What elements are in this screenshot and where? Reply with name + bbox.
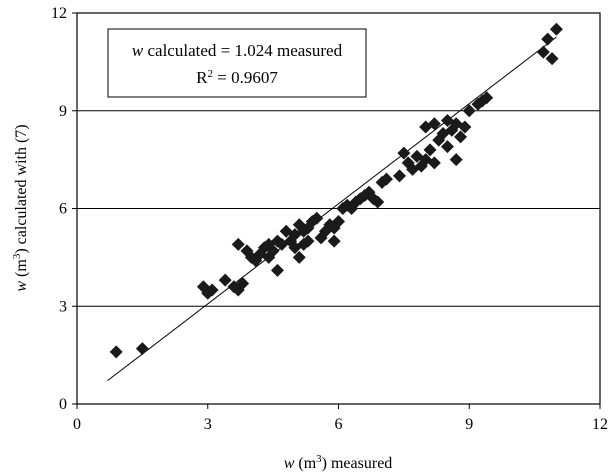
x-axis-title: w (m3) measured bbox=[284, 453, 393, 472]
equation-box: w calculated = 1.024 measured R2 = 0.960… bbox=[107, 28, 367, 98]
data-point bbox=[327, 234, 341, 248]
y-axis-title-var: w bbox=[13, 281, 30, 292]
data-point bbox=[397, 146, 411, 160]
y-axis-title-sup: 3 bbox=[11, 253, 23, 259]
data-point bbox=[423, 143, 437, 157]
equation-box-frame bbox=[107, 28, 367, 98]
data-point bbox=[393, 169, 407, 183]
data-point bbox=[109, 345, 123, 359]
data-point bbox=[288, 241, 302, 255]
trend-line bbox=[107, 36, 557, 382]
y-axis-title-open: (m bbox=[13, 259, 30, 281]
data-point bbox=[249, 254, 263, 268]
y-tick-label: 0 bbox=[59, 396, 67, 413]
data-point bbox=[462, 104, 476, 118]
x-axis-title-close: ) measured bbox=[322, 455, 393, 472]
data-point bbox=[262, 250, 276, 264]
data-point bbox=[440, 114, 454, 128]
r-squared-text: R2 = 0.9607 bbox=[196, 68, 278, 87]
y-tick-label: 6 bbox=[59, 201, 67, 218]
x-axis-title-var: w bbox=[284, 455, 295, 472]
data-point bbox=[231, 237, 245, 251]
data-point bbox=[379, 172, 393, 186]
data-point bbox=[327, 221, 341, 235]
x-tick-label: 12 bbox=[592, 416, 608, 433]
x-axis-ticks: 0 3 6 9 12 bbox=[73, 404, 608, 433]
data-point bbox=[218, 273, 232, 287]
x-tick-label: 6 bbox=[335, 416, 343, 433]
data-point bbox=[545, 52, 559, 66]
data-point bbox=[454, 130, 468, 144]
equation-variable: w bbox=[132, 41, 144, 60]
x-axis-title-open: (m bbox=[294, 455, 316, 472]
y-axis-title: w (m3) calculated with (7) bbox=[11, 124, 30, 291]
y-axis-title-close: ) calculated with (7) bbox=[13, 124, 30, 253]
equation-rest: calculated = 1.024 measured bbox=[143, 41, 342, 60]
y-axis-ticks: 0 3 6 9 12 bbox=[51, 5, 77, 413]
data-point bbox=[536, 45, 550, 59]
data-point bbox=[549, 22, 563, 36]
y-tick-label: 12 bbox=[51, 5, 67, 22]
data-point bbox=[427, 117, 441, 131]
data-point bbox=[480, 91, 494, 105]
data-point bbox=[541, 32, 555, 46]
data-point bbox=[449, 153, 463, 167]
x-tick-label: 9 bbox=[465, 416, 473, 433]
data-point bbox=[440, 140, 454, 154]
data-point bbox=[270, 263, 284, 277]
data-point bbox=[244, 250, 258, 264]
r-squared-base: R bbox=[196, 68, 208, 87]
x-tick-label: 0 bbox=[73, 416, 81, 433]
data-point bbox=[205, 283, 219, 297]
x-tick-label: 3 bbox=[204, 416, 212, 433]
data-point bbox=[292, 250, 306, 264]
data-point bbox=[301, 234, 315, 248]
data-point bbox=[236, 276, 250, 290]
data-points bbox=[109, 22, 563, 359]
r-squared-value: = 0.9607 bbox=[213, 68, 278, 87]
r-squared-sup: 2 bbox=[208, 68, 214, 80]
equation-text: w calculated = 1.024 measured bbox=[132, 41, 343, 60]
data-point bbox=[135, 342, 149, 356]
data-point bbox=[458, 120, 472, 134]
x-axis-title-sup: 3 bbox=[316, 453, 322, 465]
data-point bbox=[427, 156, 441, 170]
y-tick-label: 9 bbox=[59, 103, 67, 120]
y-tick-label: 3 bbox=[59, 298, 67, 315]
data-point bbox=[371, 195, 385, 209]
data-point bbox=[310, 211, 324, 225]
